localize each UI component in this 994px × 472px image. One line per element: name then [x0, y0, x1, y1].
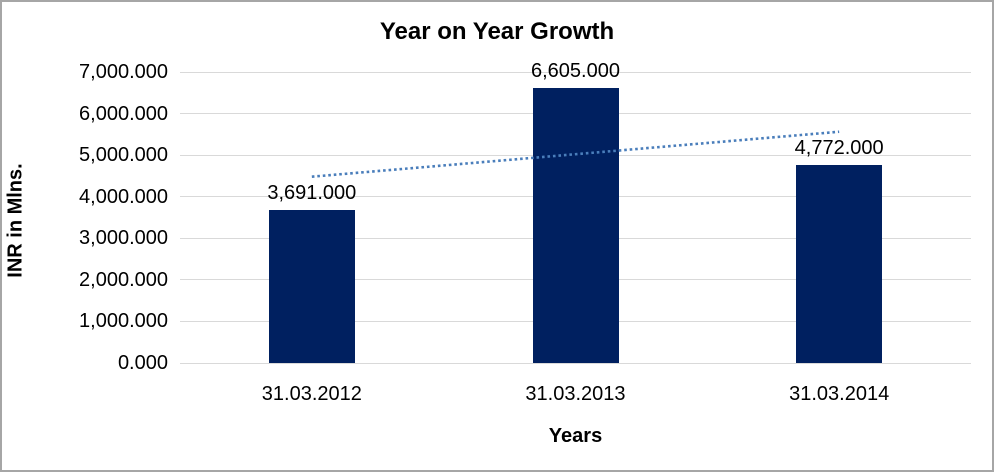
x-axis-title: Years	[548, 425, 603, 447]
x-axis-tick-label: 31.03.2014	[789, 383, 890, 405]
y-axis-tick-label: 5,000.000	[79, 144, 168, 167]
x-axis-tick-label: 31.03.2013	[525, 383, 626, 405]
y-axis-title: INR in Mlns.	[4, 163, 27, 278]
chart-title: Year on Year Growth	[379, 18, 615, 45]
y-axis-tick-label: 7,000.000	[79, 61, 168, 83]
bar	[796, 164, 883, 363]
bar	[268, 209, 355, 363]
x-axis-tick-label: 31.03.2012	[261, 383, 362, 405]
bar	[532, 88, 619, 363]
y-axis-tick-label: 3,000.000	[79, 227, 168, 250]
plot-area	[180, 71, 971, 364]
gridline	[180, 71, 971, 73]
y-axis-tick-label: 0.000	[117, 352, 168, 374]
bar-data-label: 6,605.000	[530, 60, 620, 83]
trendline	[311, 130, 840, 178]
trendline-path	[311, 130, 840, 178]
bar-data-label: 3,691.000	[267, 181, 357, 204]
y-axis-tick-label: 1,000.000	[79, 310, 168, 333]
y-axis-tick-label: 6,000.000	[79, 102, 168, 125]
y-axis-tick-label: 2,000.000	[79, 268, 168, 291]
gridline	[180, 362, 971, 364]
y-axis-tick-label: 4,000.000	[79, 185, 168, 208]
bar-data-label: 4,772.000	[794, 136, 884, 159]
